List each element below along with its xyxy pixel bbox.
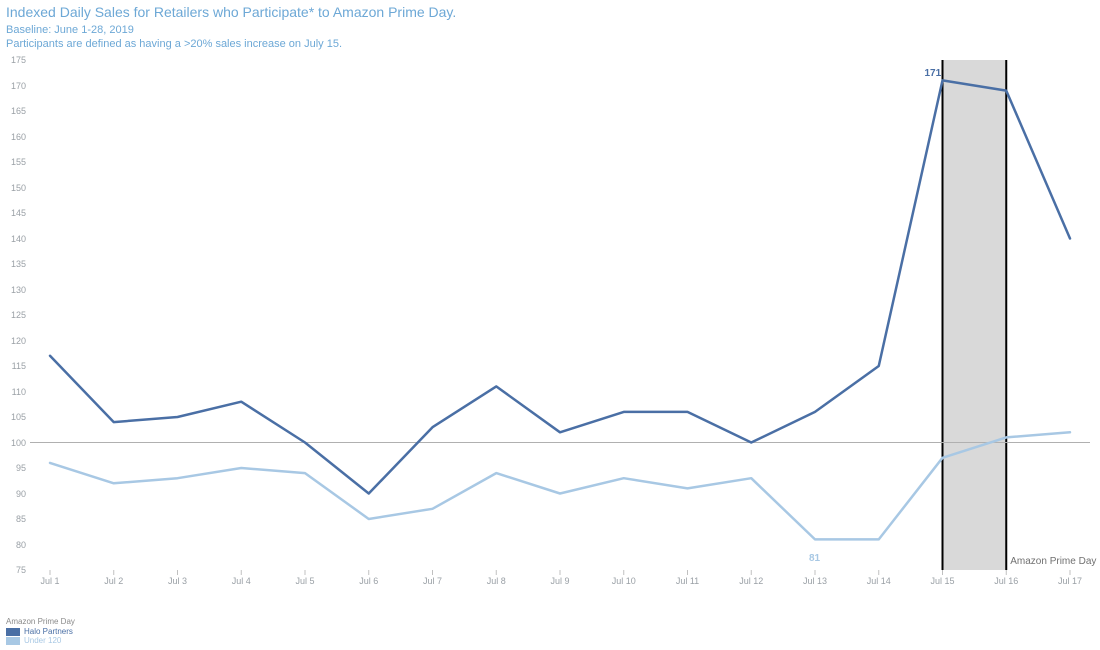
legend-label: Halo Partners	[24, 627, 73, 637]
x-tick-label: Jul 8	[487, 570, 506, 586]
chart-subtitle-1: Baseline: June 1-28, 2019	[6, 24, 134, 36]
x-tick-label: Jul 17	[1058, 570, 1082, 586]
chart-svg	[30, 60, 1090, 600]
legend-title: Amazon Prime Day	[6, 617, 75, 627]
plot-area: 7580859095100105110115120125130135140145…	[30, 60, 1090, 600]
series-line	[50, 80, 1070, 493]
legend: Amazon Prime Day Halo PartnersUnder 120	[6, 617, 75, 646]
x-tick-label: Jul 7	[423, 570, 442, 586]
x-tick-label: Jul 4	[232, 570, 251, 586]
y-tick-label: 75	[16, 565, 30, 575]
chart-subtitle-2: Participants are defined as having a >20…	[6, 38, 342, 50]
legend-item: Halo Partners	[6, 627, 75, 637]
prime-day-band	[943, 60, 1007, 570]
y-tick-label: 115	[12, 361, 30, 371]
x-tick-label: Jul 10	[612, 570, 636, 586]
prime-day-label: Amazon Prime Day	[1010, 556, 1096, 567]
y-tick-label: 125	[11, 310, 30, 320]
y-tick-label: 130	[11, 285, 30, 295]
y-tick-label: 95	[16, 463, 30, 473]
y-tick-label: 175	[11, 55, 30, 65]
y-tick-label: 145	[11, 208, 30, 218]
x-tick-label: Jul 1	[40, 570, 59, 586]
legend-title-row: Amazon Prime Day	[6, 617, 75, 627]
legend-swatch	[6, 637, 20, 645]
y-tick-label: 120	[11, 336, 30, 346]
chart-container: { "chart": { "title": "Indexed Daily Sal…	[0, 0, 1100, 650]
chart-title: Indexed Daily Sales for Retailers who Pa…	[6, 4, 456, 20]
y-tick-label: 140	[11, 234, 30, 244]
x-tick-label: Jul 14	[867, 570, 891, 586]
y-tick-label: 155	[11, 157, 30, 167]
y-tick-label: 135	[11, 259, 30, 269]
x-tick-label: Jul 6	[359, 570, 378, 586]
legend-swatch	[6, 628, 20, 636]
y-tick-label: 110	[12, 387, 30, 397]
x-tick-label: Jul 9	[550, 570, 569, 586]
data-annotation: 81	[809, 553, 820, 564]
x-tick-label: Jul 12	[739, 570, 763, 586]
x-tick-label: Jul 5	[295, 570, 314, 586]
y-tick-label: 150	[11, 183, 30, 193]
x-tick-label: Jul 2	[104, 570, 123, 586]
legend-item: Under 120	[6, 636, 75, 646]
legend-label: Under 120	[24, 636, 61, 646]
x-tick-label: Jul 11	[676, 570, 699, 586]
y-tick-label: 105	[11, 412, 30, 422]
x-tick-label: Jul 13	[803, 570, 827, 586]
y-tick-label: 170	[11, 81, 30, 91]
y-tick-label: 90	[16, 489, 30, 499]
y-tick-label: 100	[11, 438, 30, 448]
x-tick-label: Jul 3	[168, 570, 187, 586]
y-tick-label: 85	[16, 514, 30, 524]
y-tick-label: 165	[11, 106, 30, 116]
x-tick-label: Jul 16	[994, 570, 1018, 586]
x-tick-label: Jul 15	[930, 570, 954, 586]
series-line	[50, 432, 1070, 539]
y-tick-label: 160	[11, 132, 30, 142]
y-tick-label: 80	[16, 540, 30, 550]
data-annotation: 171	[925, 68, 942, 79]
